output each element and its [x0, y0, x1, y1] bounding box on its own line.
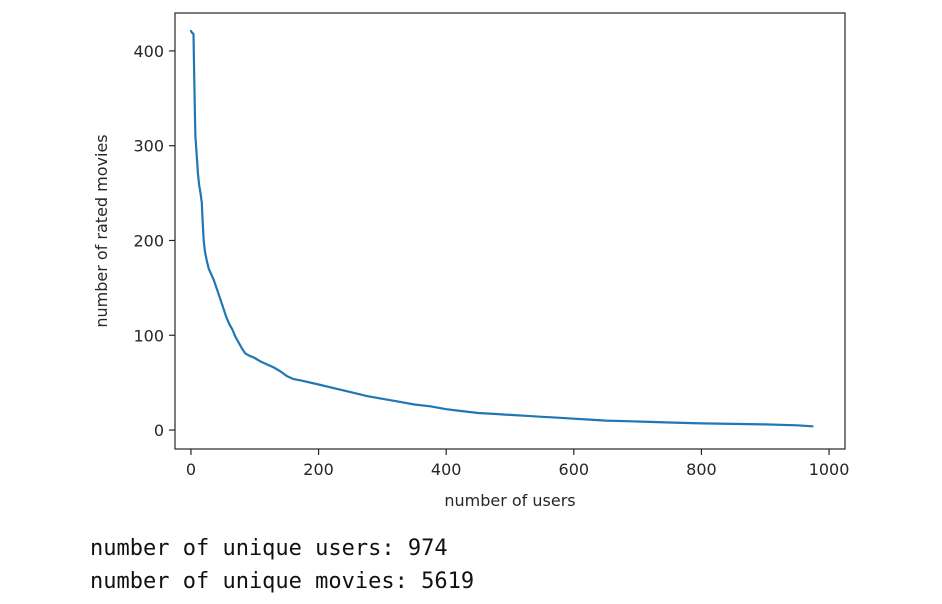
line-chart: 0 200 400 600 800 1000 0 100 200 300 400 number o… [92, 12, 850, 510]
x-tick-label: 600 [559, 460, 590, 479]
y-tick-label: 100 [133, 326, 164, 345]
x-tick-label: 800 [686, 460, 717, 479]
y-tick-label: 200 [133, 231, 164, 250]
unique-users-output: number of unique users: 974 [90, 536, 448, 561]
y-axis-ticks: 0 100 200 300 400 [133, 42, 175, 440]
x-tick-label: 400 [431, 460, 462, 479]
x-tick-label: 0 [186, 460, 196, 479]
y-tick-label: 0 [154, 421, 164, 440]
series-line [189, 29, 814, 428]
y-tick-label: 300 [133, 137, 164, 156]
y-tick-label: 400 [133, 42, 164, 61]
unique-movies-output: number of unique movies: 5619 [90, 569, 475, 594]
x-tick-label: 1000 [809, 460, 850, 479]
plot-frame [174, 12, 846, 450]
y-axis-label: number of rated movies [92, 134, 111, 327]
x-axis-label: number of users [444, 491, 575, 510]
x-axis-ticks: 0 200 400 600 800 1000 [186, 449, 850, 479]
x-tick-label: 200 [303, 460, 334, 479]
